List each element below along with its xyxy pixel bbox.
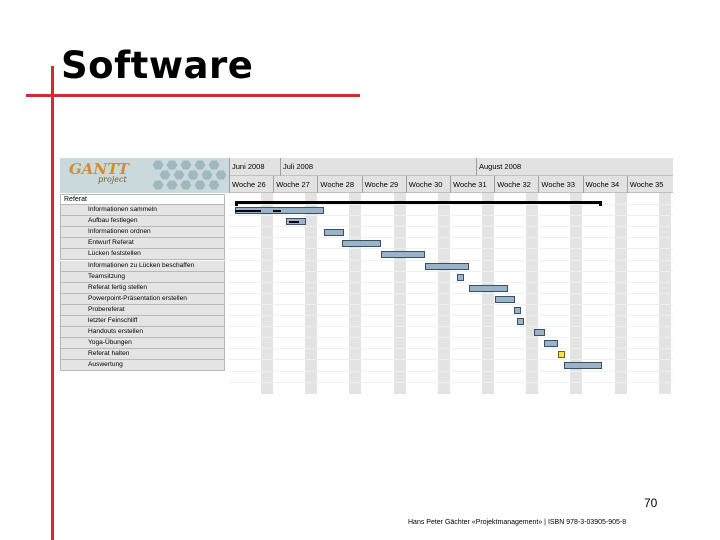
task-list: Referat Informationen sammeln Aufbau fest…	[60, 194, 225, 374]
week-label: Woche 29	[361, 176, 406, 193]
task-row[interactable]: Auswertung	[60, 360, 225, 372]
row-gridline	[229, 204, 673, 205]
row-gridline	[229, 303, 673, 305]
slide-title: Software	[61, 44, 254, 87]
summary-cap	[235, 201, 238, 206]
ganttproject-logo: GANTT project	[60, 158, 229, 193]
week-label: Woche 32	[494, 176, 538, 193]
task-row[interactable]: Informationen zu Lücken beschaffen	[60, 260, 225, 272]
task-row[interactable]: Yoga-Übungen	[60, 338, 225, 350]
week-label: Woche 30	[405, 176, 450, 193]
footer-citation: Hans Peter Gächter «Projektmanagement» |…	[408, 519, 627, 526]
week-label: Woche 35	[626, 176, 671, 193]
page-number: 70	[644, 496, 658, 510]
week-label: Woche 26	[229, 176, 273, 193]
month-label: August 2008	[476, 158, 673, 176]
row-gridline	[229, 315, 673, 316]
row-gridline	[229, 270, 673, 272]
task-bar[interactable]	[564, 362, 602, 370]
summary-cap	[599, 201, 602, 206]
task-row[interactable]: Referat fertig stellen	[60, 282, 225, 294]
task-bar[interactable]	[469, 284, 508, 292]
row-gridline	[229, 381, 673, 383]
title-underline	[26, 94, 360, 97]
row-gridline	[229, 348, 673, 350]
progress-mark	[235, 210, 261, 212]
week-label: Woche 28	[317, 176, 361, 193]
task-row[interactable]: Handouts erstellen	[60, 327, 225, 339]
logo-subtext: project	[98, 175, 127, 184]
row-gridline	[229, 337, 673, 339]
row-gridline	[229, 326, 673, 328]
task-bar[interactable]	[342, 240, 381, 248]
row-gridline	[229, 281, 673, 283]
hexagon-pattern-icon	[151, 159, 228, 191]
gantt-chart: Juni 2008 Juli 2008 August 2008 Woche 26…	[229, 158, 673, 394]
task-bar[interactable]	[381, 251, 425, 259]
task-bar[interactable]	[517, 318, 524, 325]
task-row[interactable]: Aufbau festlegen	[60, 216, 225, 228]
task-bar[interactable]	[544, 340, 558, 348]
row-gridline	[229, 259, 673, 261]
task-row[interactable]: Referat halten	[60, 349, 225, 361]
gantt-screenshot: GANTT project Referat Informationen samm…	[60, 158, 673, 394]
week-label: Woche 34	[582, 176, 627, 193]
week-label: Woche 27	[273, 176, 317, 193]
task-bar[interactable]	[534, 329, 545, 337]
row-gridline	[229, 226, 673, 228]
month-header: Juni 2008 Juli 2008 August 2008	[229, 158, 673, 176]
progress-mark	[289, 221, 299, 223]
summary-bar[interactable]	[235, 201, 602, 204]
task-bar[interactable]	[514, 306, 521, 314]
task-row[interactable]: Lücken feststellen	[60, 249, 225, 261]
row-gridline	[229, 370, 673, 372]
row-gridline	[229, 248, 673, 250]
task-bar[interactable]	[457, 273, 464, 281]
task-row[interactable]: Teamsitzung	[60, 271, 225, 283]
row-gridline	[229, 359, 673, 361]
row-gridline	[229, 292, 673, 294]
row-gridline	[229, 215, 673, 217]
task-bar[interactable]	[324, 229, 344, 237]
progress-mark	[273, 210, 281, 212]
task-root[interactable]: Referat	[60, 194, 225, 205]
week-header: Woche 26 Woche 27 Woche 28 Woche 29 Woche 30…	[229, 176, 673, 193]
task-row[interactable]: letzter Feinschliff	[60, 316, 225, 327]
left-accent-line	[51, 66, 54, 540]
month-label: Juni 2008	[229, 158, 280, 176]
task-bar[interactable]	[558, 351, 565, 359]
task-row[interactable]: Informationen sammeln	[60, 205, 225, 216]
logo-text: GANTT	[69, 160, 129, 178]
task-row[interactable]: Probereferat	[60, 304, 225, 316]
task-bar[interactable]	[495, 295, 515, 303]
month-label: Juli 2008	[280, 158, 476, 176]
row-gridline	[229, 237, 673, 239]
week-label: Woche 31	[450, 176, 494, 193]
week-label: Woche 33	[538, 176, 582, 193]
task-row[interactable]: Informationen ordnen	[60, 227, 225, 239]
task-row[interactable]: Powerpoint-Präsentation erstellen	[60, 293, 225, 305]
task-row[interactable]: Entwurf Referat	[60, 238, 225, 250]
task-bar[interactable]	[425, 262, 469, 270]
